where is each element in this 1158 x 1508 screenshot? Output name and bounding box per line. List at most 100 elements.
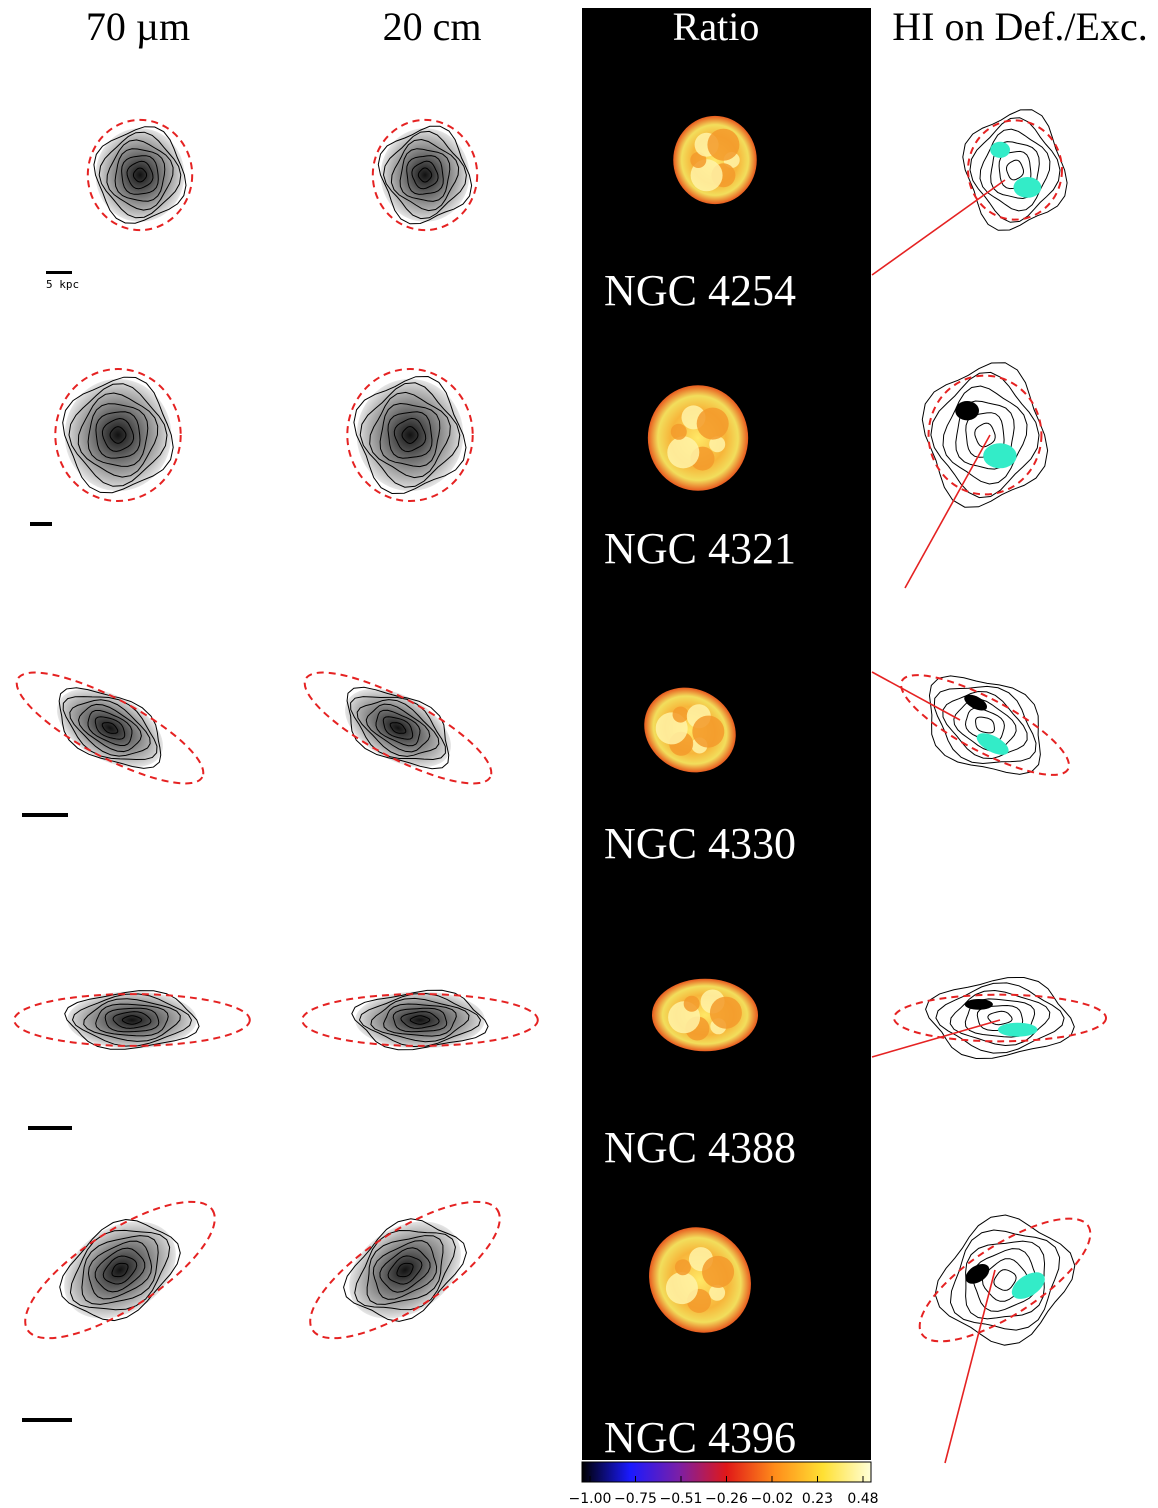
- scale-bar: [22, 1418, 72, 1422]
- galaxy-label: NGC 4388: [604, 1123, 796, 1172]
- optical-ellipse: [892, 993, 1108, 1043]
- contour-line: [356, 699, 440, 757]
- hi-map: [962, 109, 1068, 231]
- hi-excess-region: [983, 443, 1017, 469]
- contour-line: [350, 696, 446, 761]
- contour-line: [87, 403, 149, 467]
- pointer-line: [871, 671, 961, 721]
- contour-line: [383, 1003, 457, 1037]
- contour-line: [925, 976, 1075, 1060]
- contour-line: [393, 417, 427, 453]
- optical-ellipse: [309, 1200, 501, 1340]
- emission-map: [356, 378, 464, 492]
- colorbar-ticks: −1.00 −0.75 −0.51 −0.26 −0.02 0.23 0.48: [569, 1476, 879, 1507]
- ir-map: [13, 990, 251, 1050]
- pointer-line: [871, 1019, 1001, 1058]
- galaxy-row-ngc4254: NGC 4254 5 kpc: [46, 109, 1068, 315]
- pointer-line: [944, 1269, 996, 1464]
- hi-deficiency-region: [964, 999, 993, 1010]
- contour-line: [353, 375, 467, 495]
- contour-line: [343, 1218, 467, 1322]
- contour-line: [399, 148, 451, 202]
- contour-line: [962, 109, 1068, 231]
- contour-line: [62, 376, 174, 494]
- hi-deficiency-region: [964, 694, 988, 711]
- contour-line: [396, 1262, 414, 1278]
- contour-line: [121, 155, 159, 195]
- ratio-map-patch: [690, 152, 707, 168]
- contour-line: [354, 1229, 456, 1311]
- contour-line: [417, 167, 433, 183]
- contour-line: [933, 685, 1037, 765]
- hi-deficiency-region: [955, 401, 979, 421]
- radio-map: [346, 368, 474, 502]
- contour-line: [411, 160, 439, 190]
- optical-ellipse: [24, 1200, 216, 1340]
- optical-ellipse: [967, 119, 1063, 221]
- ratio-map-patch: [709, 1284, 726, 1301]
- contour-line: [98, 131, 182, 219]
- ratio-map: [644, 687, 736, 773]
- contour-line: [974, 422, 996, 448]
- ratio-map: [651, 978, 759, 1052]
- contour-line: [369, 391, 451, 479]
- ratio-map-blob: [649, 1227, 751, 1333]
- contour-line: [126, 160, 154, 190]
- contour-line: [132, 167, 148, 183]
- contour-line: [979, 128, 1051, 212]
- contour-line: [58, 687, 162, 769]
- hi-map: [900, 674, 1070, 776]
- column-header-ratio: Ratio: [673, 4, 760, 49]
- radio-map: [371, 118, 479, 232]
- contour-line: [389, 722, 407, 734]
- ratio-map-patch: [674, 1259, 691, 1276]
- optical-ellipse: [900, 674, 1070, 776]
- contour-line: [934, 1214, 1076, 1346]
- contour-line: [102, 1255, 138, 1285]
- contour-line: [949, 1229, 1061, 1331]
- contour-line: [935, 982, 1065, 1054]
- contour-line: [392, 1007, 448, 1033]
- emission-map: [349, 1221, 461, 1319]
- optical-ellipse: [54, 368, 182, 502]
- pointer-line: [871, 179, 1006, 276]
- contour-line: [372, 1240, 438, 1300]
- contour-line: [121, 1015, 143, 1025]
- scale-bar: [30, 522, 52, 526]
- colorbar-tick-label: −0.26: [705, 1491, 748, 1507]
- contour-line: [400, 1011, 440, 1029]
- contour-line: [930, 371, 1040, 499]
- contour-line: [379, 1247, 431, 1293]
- contour-line: [77, 392, 159, 478]
- contour-line: [95, 1003, 169, 1037]
- contour-line: [949, 989, 1051, 1047]
- galaxy-row-ngc4330: NGC 4330: [15, 671, 1070, 868]
- hi-map: [921, 362, 1049, 508]
- hi-excess-region: [976, 733, 1009, 755]
- colorbar: −1.00 −0.75 −0.51 −0.26 −0.02 0.23 0.48: [569, 1461, 879, 1507]
- contour-line: [101, 722, 119, 734]
- galaxy-row-ngc4388: NGC 4388: [13, 976, 1108, 1172]
- pointer-line: [904, 434, 991, 589]
- optical-ellipse: [371, 118, 479, 232]
- contour-line: [95, 411, 141, 459]
- contour-line: [987, 1010, 1013, 1026]
- hi-deficiency-region: [965, 1263, 990, 1284]
- contour-line: [921, 362, 1049, 508]
- contour-line: [365, 703, 431, 753]
- ir-map: [86, 118, 194, 232]
- ratio-map-blob: [651, 978, 759, 1052]
- radio-map: [309, 1200, 501, 1340]
- scale-bar: [22, 813, 68, 817]
- contour-line: [942, 385, 1028, 485]
- optical-ellipse: [86, 118, 194, 232]
- optical-ellipse: [13, 993, 251, 1047]
- contour-line: [993, 1269, 1017, 1291]
- contour-line: [346, 686, 450, 770]
- scale-bar: [46, 271, 72, 274]
- contour-line: [359, 382, 461, 488]
- contour-line: [375, 709, 421, 747]
- contour-line: [382, 716, 414, 740]
- contour-line: [101, 417, 135, 452]
- contour-line: [62, 696, 158, 761]
